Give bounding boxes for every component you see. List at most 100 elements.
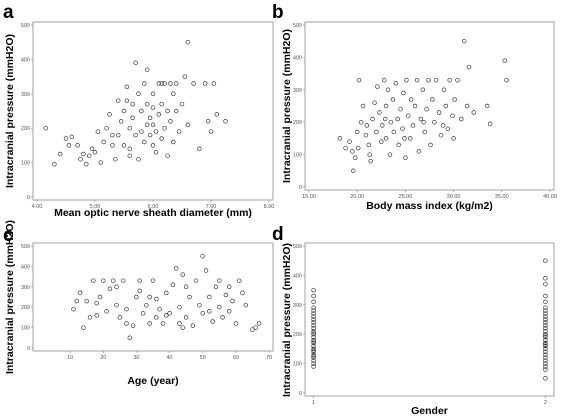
data-point [159, 81, 164, 86]
data-point [187, 294, 192, 300]
data-point [193, 278, 199, 283]
data-point [197, 146, 202, 152]
data-point [543, 367, 548, 372]
data-point [177, 321, 182, 326]
x-tick-label: 40 [167, 355, 173, 361]
y-tick-label: 0 [27, 195, 30, 201]
data-point [95, 129, 101, 134]
data-point [89, 146, 95, 152]
data-point [142, 139, 147, 145]
data-point [311, 334, 316, 340]
data-point [208, 129, 214, 134]
data-point [311, 337, 316, 343]
data-point [543, 333, 548, 338]
data-point [142, 81, 147, 86]
data-point [121, 143, 127, 148]
data-point [114, 302, 119, 308]
data-point [150, 143, 156, 148]
data-point [353, 155, 358, 161]
data-point [311, 340, 316, 346]
data-point [153, 129, 159, 134]
data-point [311, 329, 316, 334]
data-point [430, 97, 435, 102]
data-point [543, 308, 548, 313]
data-point [375, 84, 380, 89]
data-point [452, 97, 457, 102]
x-axis-label: Gender [411, 405, 448, 417]
data-point [388, 119, 394, 125]
y-tick-label: 400 [21, 264, 30, 270]
data-point [144, 122, 150, 128]
x-axis-label: Mean optic nerve sheath diameter (mm) [54, 207, 252, 219]
x-tick-label: 35.00 [495, 194, 509, 200]
data-point [226, 309, 232, 314]
data-point [311, 358, 316, 363]
data-point [447, 77, 452, 83]
x-tick-label: 1 [312, 400, 315, 406]
data-point [183, 284, 189, 290]
data-point [543, 326, 548, 331]
data-point [543, 364, 548, 369]
data-point [211, 81, 217, 86]
x-axis-label: Body mass index (kg/m2) [366, 200, 493, 212]
data-point [461, 38, 467, 44]
y-tick-label: 0 [27, 346, 30, 352]
data-point [418, 116, 424, 122]
y-tick-label: 200 [21, 126, 30, 132]
data-point [543, 334, 548, 340]
y-tick-label: 200 [293, 120, 302, 126]
data-point [543, 340, 548, 346]
data-point [543, 305, 548, 310]
data-point [233, 321, 239, 326]
plot-frame [32, 242, 274, 352]
data-point [115, 98, 121, 103]
data-point [360, 103, 366, 109]
x-tick-label: 25.00 [399, 194, 413, 200]
data-point [433, 77, 439, 83]
data-point [168, 81, 173, 86]
data-point [406, 113, 411, 118]
data-point [113, 156, 118, 162]
data-point [398, 106, 403, 112]
y-tick-label: 300 [21, 92, 30, 98]
data-point [485, 103, 490, 109]
data-point [351, 168, 356, 174]
x-tick-label: 6.00 [148, 204, 159, 210]
data-point [165, 108, 170, 114]
data-point [543, 349, 548, 355]
data-point [202, 81, 208, 86]
data-point [543, 355, 548, 360]
data-point [147, 321, 152, 326]
data-point [130, 115, 135, 121]
data-point [156, 81, 162, 86]
x-tick-label: 5.00 [90, 204, 101, 210]
data-point [350, 149, 355, 154]
y-axis-label: Intracranial pressure (mmH2O) [4, 34, 16, 188]
data-point [366, 142, 372, 148]
data-point [104, 309, 109, 314]
data-point [81, 151, 86, 157]
x-tick-label: 20.00 [350, 194, 364, 200]
data-point [374, 129, 379, 135]
data-point [168, 119, 173, 124]
data-point [356, 77, 362, 83]
data-point [311, 339, 316, 344]
data-point [459, 116, 464, 122]
data-point [543, 342, 548, 347]
data-point [543, 258, 548, 263]
data-point [311, 314, 316, 319]
data-point [311, 346, 316, 352]
data-point [311, 287, 316, 293]
data-point [180, 272, 186, 277]
data-point [445, 126, 451, 131]
data-point [173, 81, 179, 86]
data-point [87, 315, 93, 320]
x-tick-label: 60 [233, 355, 239, 361]
data-point [110, 143, 115, 148]
y-tick-label: 300 [21, 285, 30, 291]
data-point [140, 311, 146, 316]
data-point [78, 156, 83, 162]
y-axis-label: Intracranial pressure (mmH2O) [4, 220, 16, 374]
panel-letter: b [272, 2, 284, 23]
